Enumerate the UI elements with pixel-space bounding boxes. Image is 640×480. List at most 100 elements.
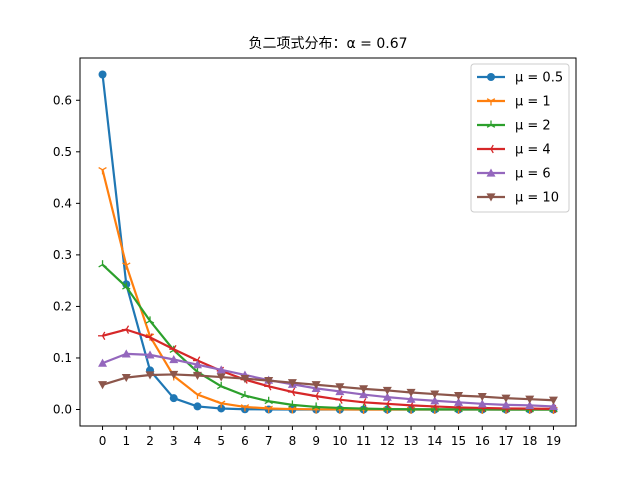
- marker-arm: [490, 144, 494, 150]
- x-tick-label: 5: [217, 434, 225, 448]
- data-point-marker: [145, 371, 155, 380]
- x-tick-label: 15: [451, 434, 466, 448]
- marker-arm: [102, 264, 107, 268]
- marker-arm: [125, 262, 131, 266]
- x-tick-label: 8: [289, 434, 297, 448]
- data-point-marker: [335, 395, 343, 404]
- marker-arm: [490, 98, 496, 102]
- data-point-marker: [121, 325, 130, 334]
- data-point-marker: [430, 390, 440, 399]
- x-tick-label: 11: [356, 434, 371, 448]
- data-point-marker: [216, 373, 226, 382]
- data-point-marker: [288, 400, 297, 408]
- series-group: [98, 370, 558, 405]
- marker-arm: [288, 404, 293, 408]
- data-point-marker: [169, 344, 177, 354]
- marker-arm: [173, 348, 177, 354]
- y-tick-label: 0.5: [53, 145, 72, 159]
- x-tick-label: 6: [241, 434, 249, 448]
- data-point-marker: [477, 393, 487, 402]
- data-point-marker: [216, 365, 226, 374]
- data-point-marker: [406, 394, 416, 403]
- y-tick-label: 0.6: [53, 93, 72, 107]
- marker-arm: [125, 286, 131, 290]
- x-tick-label: 4: [194, 434, 202, 448]
- data-point-marker: [121, 373, 131, 383]
- marker-arm: [529, 408, 533, 413]
- marker-arm: [244, 404, 250, 408]
- data-point-marker: [217, 404, 226, 413]
- x-tick-label: 1: [122, 434, 130, 448]
- data-point-marker: [430, 396, 440, 405]
- data-point-marker: [525, 395, 535, 404]
- data-point-marker: [98, 260, 107, 268]
- y-tick-label: 0.4: [53, 196, 72, 210]
- marker-arm: [244, 395, 250, 399]
- y-tick-label: 0.2: [53, 299, 72, 313]
- plot-area-frame: [79, 57, 577, 427]
- data-point-marker: [311, 381, 321, 390]
- marker-arm: [98, 264, 103, 268]
- data-point-marker: [216, 381, 226, 390]
- marker-arm: [145, 333, 151, 337]
- marker-arm: [101, 331, 106, 337]
- data-point-marker: [192, 371, 202, 380]
- marker-arm: [169, 349, 175, 354]
- data-point-marker: [311, 391, 319, 401]
- marker-arm: [363, 401, 367, 407]
- marker-arm: [216, 400, 222, 404]
- series-line: [102, 373, 554, 402]
- x-tick-label: 16: [475, 434, 490, 448]
- data-point-marker: [264, 377, 274, 386]
- y-tick-label: 0.0: [53, 403, 72, 417]
- marker-arm: [125, 329, 130, 334]
- marker-arm: [102, 167, 107, 171]
- data-point-marker: [240, 374, 250, 384]
- x-tick-label: 0: [99, 434, 107, 448]
- x-tick-label: 19: [546, 434, 561, 448]
- marker-arm: [220, 385, 226, 390]
- data-point-marker: [240, 404, 250, 412]
- data-point-marker: [454, 397, 464, 406]
- marker-arm: [359, 408, 364, 412]
- x-tick-label: 3: [170, 434, 178, 448]
- data-point-marker: [383, 404, 392, 412]
- marker-arm: [193, 391, 198, 396]
- data-point-marker: [382, 392, 392, 401]
- legend-label: μ = 2: [515, 119, 551, 134]
- legend-label: μ = 10: [515, 191, 559, 206]
- marker-arm: [363, 408, 368, 412]
- x-tick-label: 17: [498, 434, 513, 448]
- x-tick-label: 9: [312, 434, 320, 448]
- data-point-marker: [487, 73, 495, 81]
- marker-arm: [410, 408, 416, 413]
- marker-arm: [339, 399, 343, 404]
- data-point-marker: [287, 379, 297, 388]
- marker-arm: [216, 385, 222, 390]
- data-point-marker: [287, 387, 296, 397]
- x-tick-label: 13: [403, 434, 418, 448]
- x-tick-label: 12: [380, 434, 395, 448]
- marker-arm: [268, 405, 273, 410]
- marker-arm: [122, 262, 127, 266]
- data-point-marker: [477, 399, 487, 408]
- data-point-marker: [122, 262, 131, 270]
- marker-arm: [149, 333, 153, 338]
- marker-arm: [454, 408, 459, 413]
- marker-arm: [363, 398, 367, 403]
- data-point-marker: [525, 400, 535, 409]
- marker-arm: [434, 406, 438, 411]
- marker-arm: [98, 167, 103, 171]
- x-tick-label: 18: [522, 434, 537, 448]
- x-tick-label: 14: [427, 434, 442, 448]
- data-point-marker: [169, 370, 179, 379]
- marker-arm: [505, 408, 509, 413]
- marker-arm: [335, 407, 341, 411]
- data-point-marker: [311, 402, 321, 410]
- marker-arm: [101, 335, 106, 341]
- data-point-marker: [264, 396, 273, 405]
- data-point-marker: [216, 400, 226, 408]
- data-point-marker: [359, 398, 367, 407]
- data-point-marker: [98, 381, 108, 390]
- data-point-marker: [145, 316, 155, 324]
